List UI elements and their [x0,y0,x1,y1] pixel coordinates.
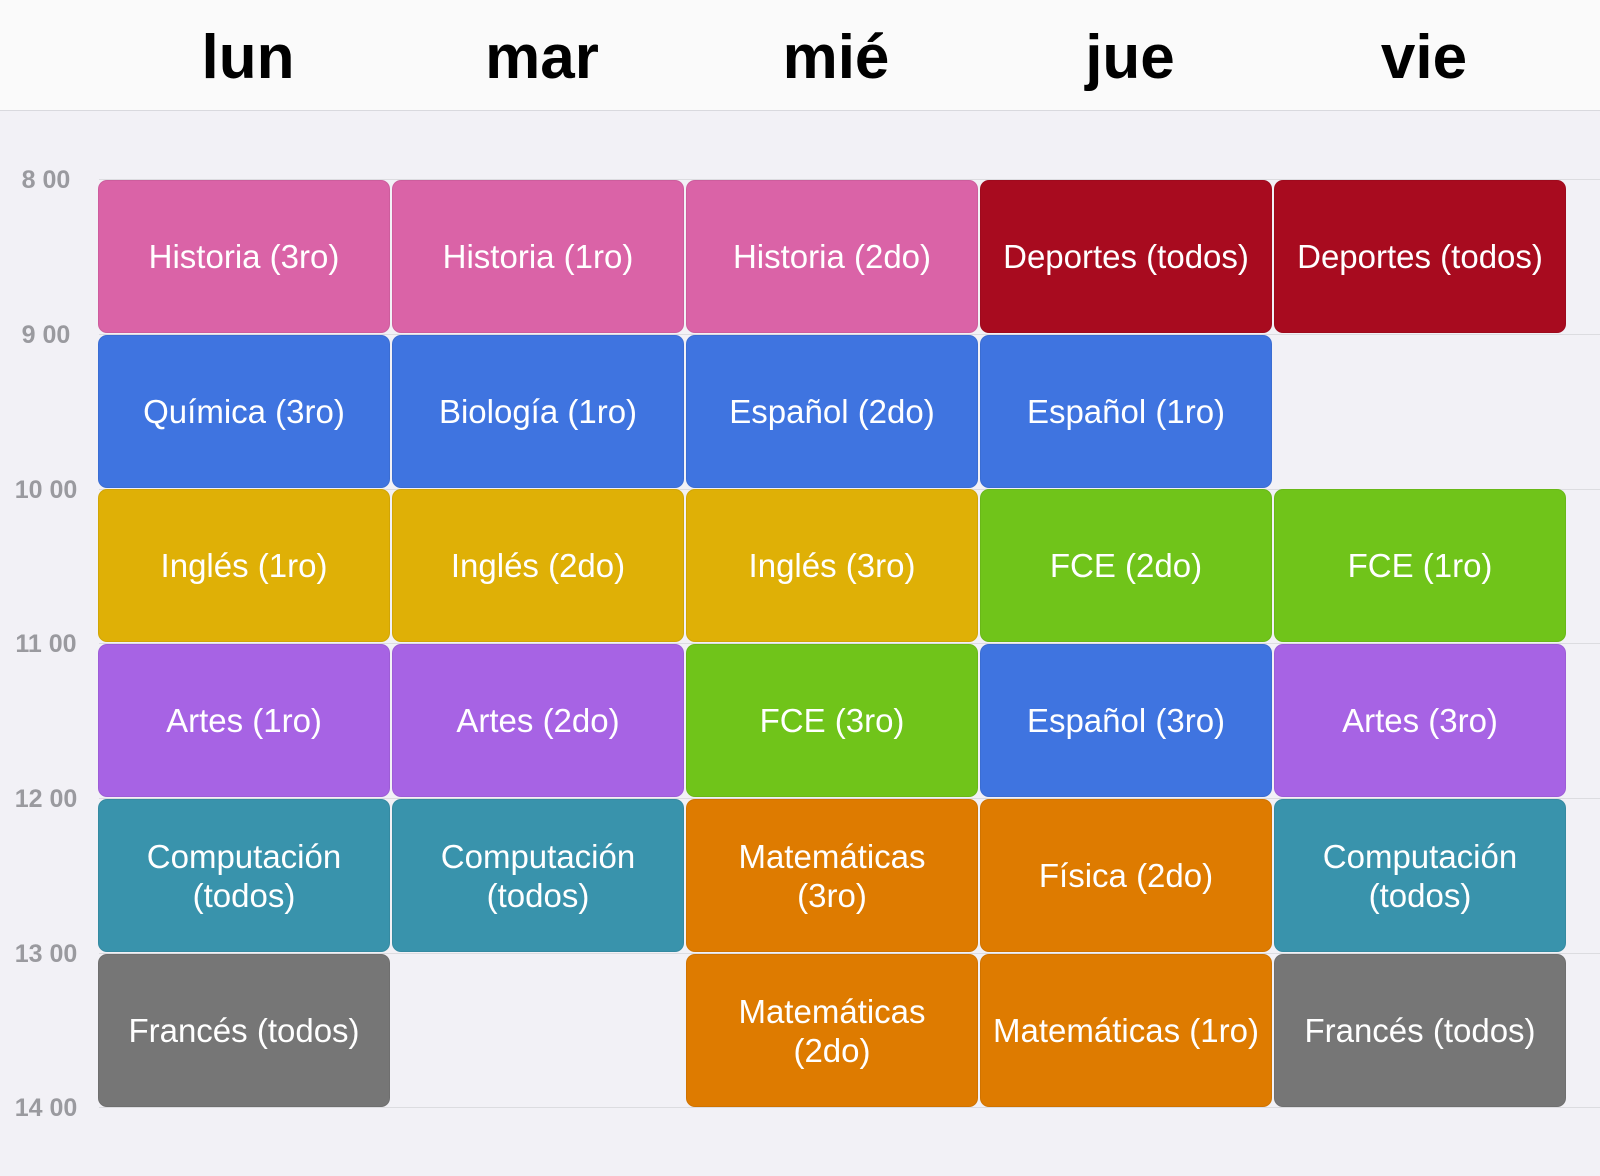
day-label-lun: lun [201,23,295,92]
day-label-vie: vie [1380,23,1468,92]
lesson-label: Química (3ro) [143,393,345,430]
lesson-label: Artes (1ro) [166,702,322,739]
lesson-block[interactable]: Física (2do) [980,799,1272,952]
lesson-block[interactable]: Computación (todos) [392,799,684,952]
lesson-label: Historia (2do) [732,238,932,275]
lesson-block[interactable]: FCE (3ro) [686,644,978,797]
lesson-label: Deportes (todos) [1003,238,1249,275]
lesson-block[interactable]: Matemáticas (1ro) [980,954,1272,1107]
lesson-label: Matemáticas (2do) [738,992,926,1069]
lesson-label: FCE (2do) [1049,547,1203,584]
lesson-block[interactable]: Español (2do) [686,335,978,488]
lesson-block[interactable]: Artes (1ro) [98,644,390,797]
lesson-label: FCE (1ro) [1347,547,1493,584]
lesson-block[interactable]: Francés (todos) [1274,954,1566,1107]
hour-label-13: 13 00 [14,940,78,968]
hour-label-12: 12 00 [14,785,78,813]
lesson-block[interactable]: Artes (3ro) [1274,644,1566,797]
lesson-label: Matemáticas (3ro) [738,837,926,914]
hour-label-8: 8 00 [21,166,71,194]
hour-label-11: 11 00 [15,630,77,658]
lesson-label: Español (1ro) [1026,393,1226,430]
day-label-mar: mar [485,23,599,92]
hour-line [99,334,1600,335]
lesson-label: Computación (todos) [146,837,342,914]
lesson-block[interactable]: Historia (1ro) [392,180,684,333]
lesson-block[interactable]: FCE (1ro) [1274,489,1566,642]
lesson-label: Francés (todos) [1304,1012,1536,1049]
hour-label-10: 10 00 [14,476,78,504]
lesson-label: Español (3ro) [1026,702,1226,739]
hour-label-9: 9 00 [21,321,71,349]
timetable-grid: 8 00 9 00 10 00 11 00 12 00 13 00 14 00 … [0,111,1600,1176]
lesson-label: Francés (todos) [128,1012,360,1049]
hour-line [99,643,1600,644]
hour-line [99,798,1600,799]
lesson-block[interactable]: Historia (3ro) [98,180,390,333]
hour-line [99,179,1600,180]
lesson-block[interactable]: Química (3ro) [98,335,390,488]
lesson-block[interactable]: Inglés (3ro) [686,489,978,642]
lesson-label: Inglés (2do) [450,547,626,584]
lesson-block[interactable]: Matemáticas (2do) [686,954,978,1107]
lesson-label: Deportes (todos) [1297,238,1543,275]
lesson-block[interactable]: Computación (todos) [98,799,390,952]
lesson-label: Biología (1ro) [438,393,638,430]
lesson-label: Historia (1ro) [442,238,634,275]
lesson-label: Matemáticas (1ro) [993,1012,1259,1049]
lesson-block[interactable]: Historia (2do) [686,180,978,333]
lesson-block[interactable]: Computación (todos) [1274,799,1566,952]
lesson-block[interactable]: Artes (2do) [392,644,684,797]
lesson-block[interactable]: Inglés (2do) [392,489,684,642]
day-label-jue: jue [1085,23,1175,92]
day-label-mie: mié [782,23,890,92]
hour-line [99,1107,1600,1108]
lesson-label: Artes (3ro) [1342,702,1498,739]
lesson-label: Computación (todos) [440,837,636,914]
lesson-block[interactable]: FCE (2do) [980,489,1272,642]
day-header: lun mar mié jue vie [0,0,1600,111]
hour-label-14: 14 00 [14,1094,78,1122]
lesson-block[interactable]: Matemáticas (3ro) [686,799,978,952]
lesson-label: FCE (3ro) [759,702,905,739]
lesson-label: Inglés (1ro) [160,547,328,584]
lesson-label: Inglés (3ro) [748,547,916,584]
lesson-block[interactable]: Español (3ro) [980,644,1272,797]
lesson-block[interactable]: Deportes (todos) [980,180,1272,333]
lesson-label: Computación (todos) [1322,837,1518,914]
hour-line [99,953,1600,954]
lesson-label: Física (2do) [1038,857,1214,894]
lesson-label: Español (2do) [729,393,935,430]
lesson-block[interactable]: Deportes (todos) [1274,180,1566,333]
lesson-label: Artes (2do) [456,702,620,739]
lesson-block[interactable]: Biología (1ro) [392,335,684,488]
lesson-block[interactable]: Inglés (1ro) [98,489,390,642]
lesson-label: Historia (3ro) [148,238,340,275]
lesson-block[interactable]: Francés (todos) [98,954,390,1107]
lesson-block[interactable]: Español (1ro) [980,335,1272,488]
